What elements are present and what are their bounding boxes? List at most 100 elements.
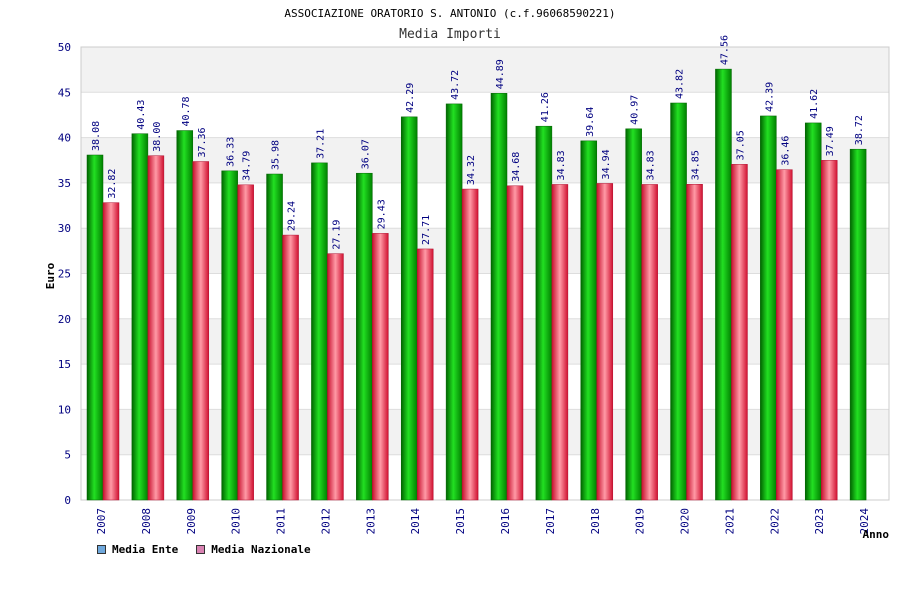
bar-media-nazionale [596,183,614,501]
y-tick-label: 20 [58,313,71,326]
bar-media-ente [86,154,104,501]
data-label: 37.49 [825,126,836,156]
bar-media-ente [535,125,553,501]
data-label: 34.94 [601,149,612,179]
data-label: 43.72 [450,70,461,100]
bar-media-ente [490,93,508,501]
y-tick-label: 0 [64,494,71,507]
data-label: 27.19 [331,220,342,250]
grid-band [81,47,889,93]
bar-media-nazionale [372,233,389,501]
legend-item-media-nazionale: Media Nazionale [196,543,311,556]
bar-media-ente [760,115,777,501]
grid-band [81,182,889,229]
y-tick-label: 15 [58,358,71,371]
legend-item-media-ente: Media Ente [97,543,178,556]
x-tick-label: 2024 [858,508,871,535]
y-axis-label: Euro [44,262,57,289]
bar-media-nazionale [641,184,658,501]
y-tick-label: 5 [64,449,71,462]
value-labels: 38.08 32.82 40.43 38.00 40.78 37.36 36.33 34.79… [91,35,865,250]
data-label: 39.64 [585,107,596,137]
data-label: 36.33 [226,137,237,167]
x-tick-label: 2023 [813,508,826,535]
data-label: 34.68 [511,152,522,182]
x-tick-label: 2013 [364,508,377,535]
bar-media-nazionale [237,184,254,501]
data-label: 34.83 [646,150,657,180]
y-tick-label: 25 [58,268,71,281]
bar-media-ente [580,140,598,501]
x-tick-label: 2009 [185,508,198,535]
grid-band [81,273,889,319]
x-tick-label: 2008 [140,508,153,535]
x-tick-label: 2019 [634,508,647,535]
data-label: 44.89 [495,59,506,89]
bar-media-ente [311,162,328,501]
bar-media-ente [176,130,194,501]
bar-media-nazionale [416,248,434,501]
data-label: 27.71 [421,215,432,245]
bar-media-ente [804,122,822,501]
x-tick-label: 2012 [319,508,332,535]
y-tick-label: 50 [58,41,71,54]
bar-media-ente [849,148,867,501]
y-tick-label: 35 [58,177,71,190]
data-label: 29.24 [287,201,298,231]
bar-media-ente [221,170,238,501]
data-label: 37.36 [197,127,208,157]
data-label: 41.62 [809,89,820,119]
data-label: 38.08 [91,121,102,151]
data-label: 42.29 [405,83,416,113]
data-label: 34.32 [466,155,477,185]
y-axis-ticks: 0 5 10 15 20 25 30 35 40 45 50 [58,41,71,507]
data-label: 34.79 [242,151,253,181]
bar-media-ente [715,68,732,501]
data-label: 40.43 [136,100,147,130]
x-tick-label: 2018 [589,508,602,535]
data-label: 34.85 [691,150,702,180]
bar-media-nazionale [686,184,703,501]
bar-media-nazionale [551,184,569,501]
bar-media-nazionale [776,169,793,501]
data-label: 38.72 [854,115,865,145]
bar-media-nazionale [147,155,165,501]
bar-media-nazionale [731,164,748,501]
x-tick-label: 2016 [499,508,512,535]
bar-media-nazionale [461,188,479,501]
data-label: 40.78 [181,96,192,126]
bar-media-ente [356,172,373,501]
data-label: 37.21 [315,129,326,159]
legend-swatch-nazionale [196,545,206,554]
x-tick-label: 2021 [723,508,736,535]
grid-band [81,318,889,365]
bar-media-ente [400,116,418,501]
grid-band [81,137,889,183]
x-tick-label: 2011 [275,508,288,535]
data-label: 32.82 [107,169,118,199]
chart-title: ASSOCIAZIONE ORATORIO S. ANTONIO (c.f.96… [284,7,615,20]
grid-band [81,364,889,410]
data-label: 37.05 [735,130,746,160]
grid-band [81,228,889,274]
data-label: 42.39 [764,82,775,112]
data-label: 35.98 [271,140,282,170]
bar-media-nazionale [327,253,344,501]
bar-media-ente [266,173,283,501]
x-tick-label: 2017 [544,508,557,535]
bar-media-nazionale [192,161,210,501]
bar-media-ente [625,128,642,501]
grid-bands [81,47,889,500]
grid-band [81,454,889,500]
x-tick-label: 2007 [95,508,108,535]
bar-media-nazionale [102,202,120,501]
y-tick-label: 30 [58,222,71,235]
y-tick-label: 45 [58,86,71,99]
grid-band [81,92,889,138]
data-label: 41.26 [540,92,551,122]
x-axis-label: Anno [863,528,890,541]
legend-label-ente: Media Ente [112,543,179,556]
data-label: 36.46 [780,136,791,166]
bar-media-nazionale [820,160,838,501]
legend-swatch-ente [97,545,106,554]
